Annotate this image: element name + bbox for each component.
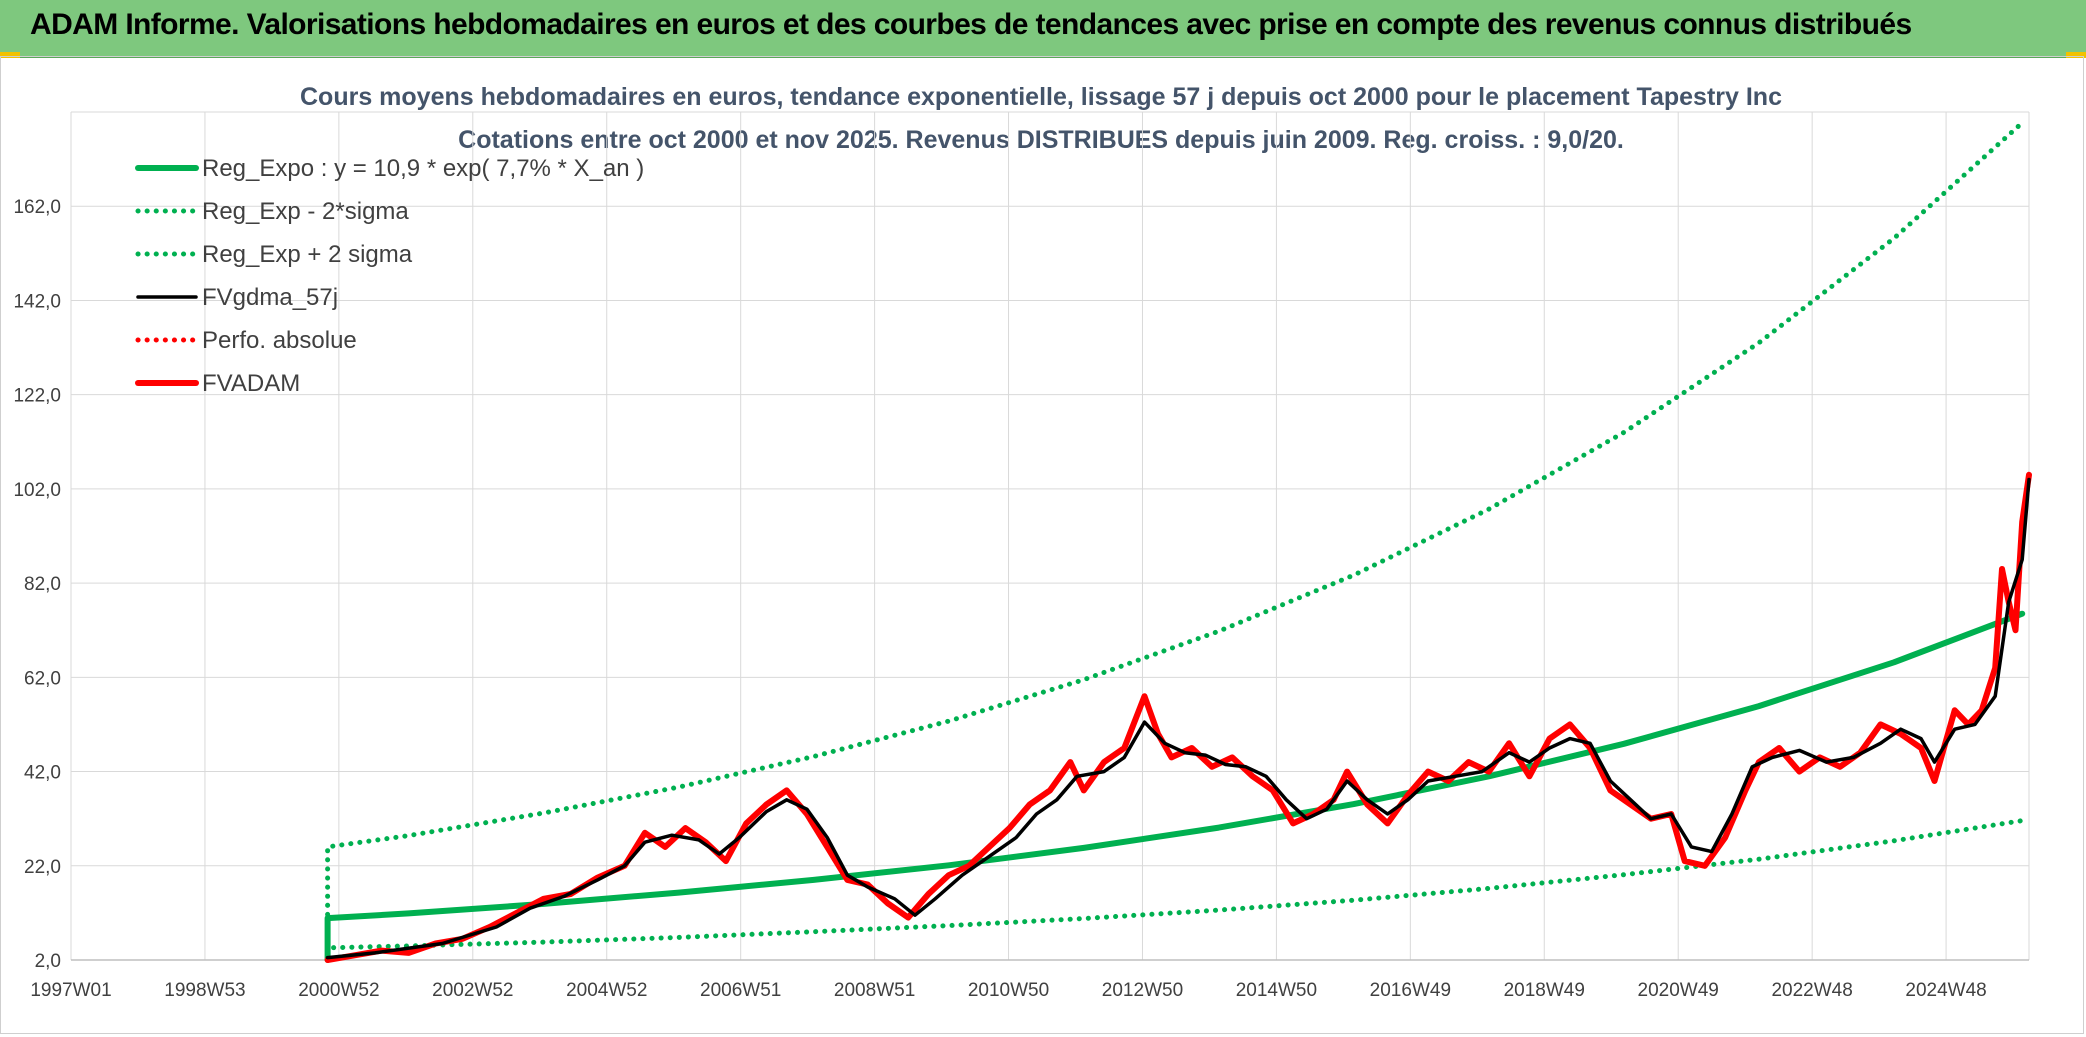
chart-axes: 2,0 22,0 42,0 62,0 82,0 102,0 122,0 142,0 162,0 1… — [13, 197, 2029, 1001]
x-tick-label: 2006W51 — [700, 980, 781, 1001]
series-line — [325, 120, 2025, 963]
y-tick-label: 122,0 — [13, 386, 61, 407]
x-tick-label: 1997W01 — [30, 980, 111, 1001]
report-header: ADAM Informe. Valorisations hebdomadaire… — [0, 0, 2086, 58]
x-tick-label: 2008W51 — [834, 980, 915, 1001]
chart-legend: Reg_Expo : y = 10,9 * exp( 7,7% * X_an )… — [135, 155, 644, 397]
x-tick-label: 2010W50 — [968, 980, 1049, 1001]
chart-title: Cours moyens hebdomadaires en euros, ten… — [300, 83, 1782, 111]
legend-label: Reg_Exp - 2*sigma — [202, 198, 409, 225]
legend-label: Reg_Exp + 2 sigma — [202, 241, 413, 268]
x-tick-label: 2004W52 — [566, 980, 647, 1001]
x-tick-label: 2018W49 — [1504, 980, 1585, 1001]
legend-label: Reg_Expo : y = 10,9 * exp( 7,7% * X_an ) — [202, 155, 644, 182]
y-tick-label: 82,0 — [24, 574, 61, 595]
y-tick-label: 22,0 — [24, 857, 61, 878]
series-line — [325, 477, 2031, 960]
y-tick-label: 2,0 — [35, 951, 61, 972]
x-tick-label: 1998W53 — [164, 980, 245, 1001]
y-tick-label: 142,0 — [13, 291, 61, 312]
x-tick-label: 2012W50 — [1102, 980, 1183, 1001]
corner-marker-right — [2066, 52, 2086, 58]
chart-grid — [70, 111, 2030, 961]
x-tick-label: 2002W52 — [432, 980, 513, 1001]
x-tick-label: 2016W49 — [1370, 980, 1451, 1001]
y-tick-label: 62,0 — [24, 668, 61, 689]
x-tick-label: 2014W50 — [1236, 980, 1317, 1001]
series-line — [324, 610, 2026, 963]
y-tick-label: 102,0 — [13, 480, 61, 501]
legend-label: Perfo. absolue — [202, 327, 357, 354]
line-chart: Cours moyens hebdomadaires en euros, ten… — [13, 83, 2032, 1001]
corner-marker-left — [0, 52, 20, 58]
report-title: ADAM Informe. Valorisations hebdomadaire… — [30, 8, 1912, 41]
chart-subtitle: Cotations entre oct 2000 et nov 2025. Re… — [458, 126, 1624, 154]
x-tick-label: 2000W52 — [298, 980, 379, 1001]
chart-area: Cours moyens hebdomadaires en euros, ten… — [0, 56, 2084, 1034]
x-tick-label: 2024W48 — [1905, 980, 1986, 1001]
y-tick-label: 162,0 — [13, 197, 61, 218]
chart-series — [324, 120, 2032, 963]
x-tick-label: 2020W49 — [1638, 980, 1719, 1001]
legend-label: FVADAM — [202, 370, 300, 397]
legend-label: FVgdma_57j — [202, 284, 338, 311]
series-line — [325, 818, 2025, 963]
x-tick-label: 2022W48 — [1771, 980, 1852, 1001]
y-tick-label: 42,0 — [24, 763, 61, 784]
